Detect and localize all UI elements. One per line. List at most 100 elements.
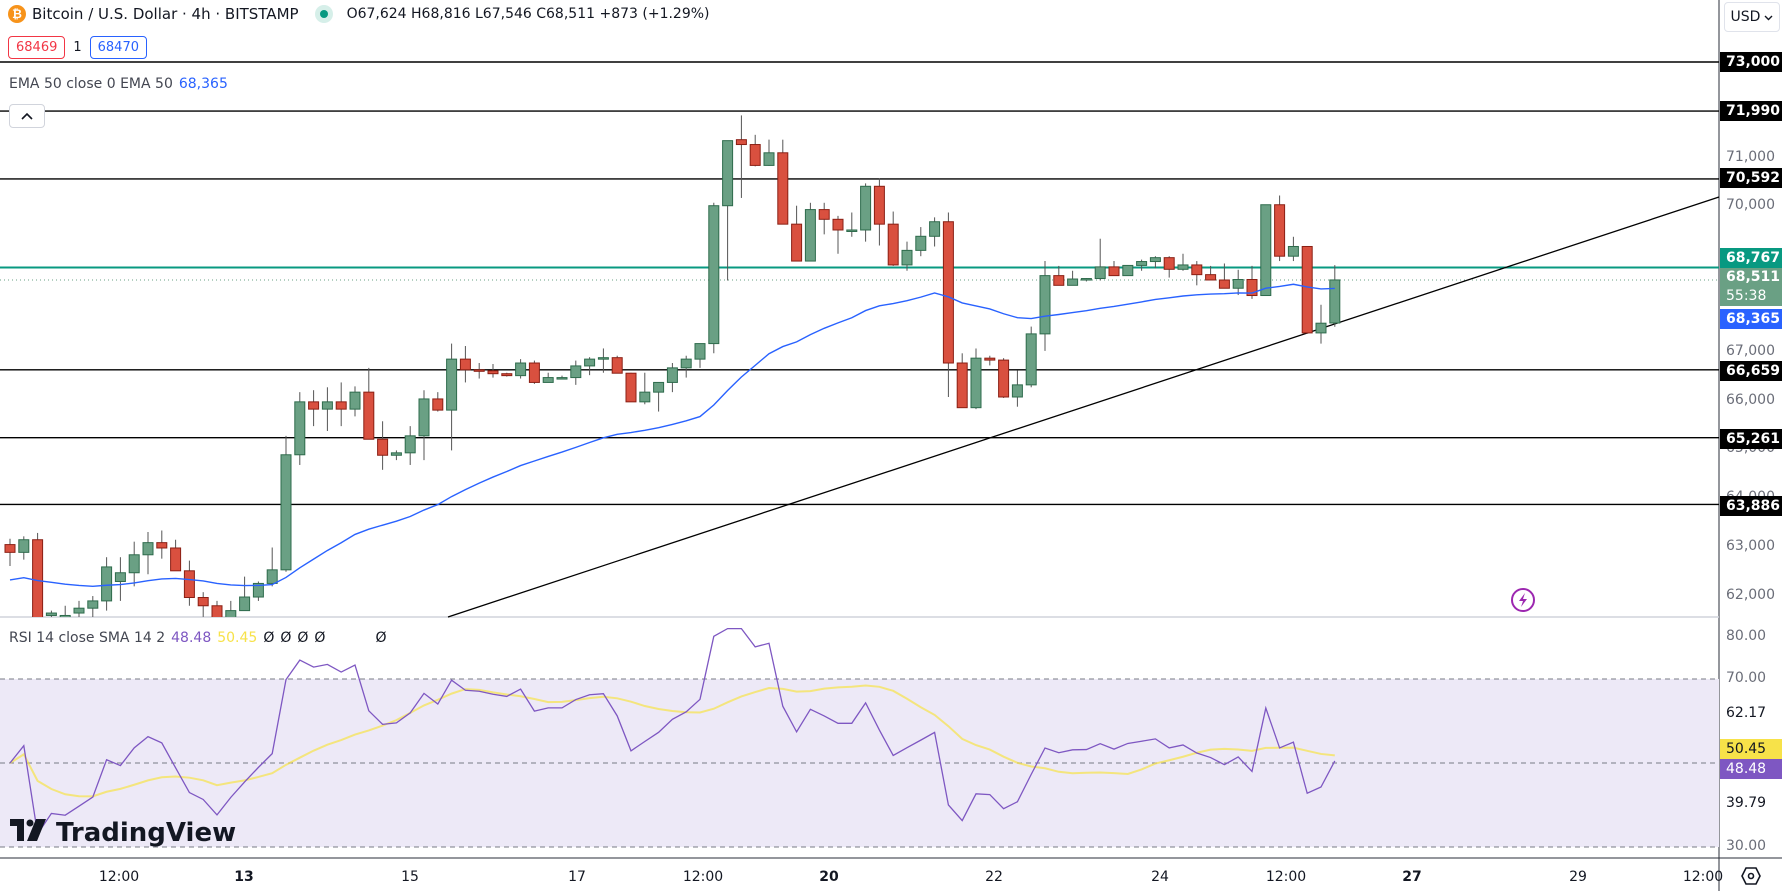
candle-body: [390, 452, 402, 456]
symbol-legend: ₿ Bitcoin / U.S. Dollar · 4h · BITSTAMP …: [8, 5, 710, 23]
candle-body: [777, 152, 789, 225]
rsi-sma-line: [9, 684, 1335, 798]
lightning-icon[interactable]: [1510, 587, 1536, 613]
candles-group: [4, 115, 1341, 617]
candle-body: [791, 223, 803, 262]
chevron-down-icon: [1764, 9, 1773, 25]
candle-body: [1246, 279, 1258, 297]
rsi-label: RSI 14 close SMA 14 2: [9, 630, 166, 646]
level-label[interactable]: 70,592: [1720, 168, 1782, 188]
candle-body: [377, 438, 389, 456]
candle-body: [183, 570, 195, 599]
candle-body: [266, 569, 278, 584]
candle-body: [873, 185, 885, 225]
currency-select[interactable]: USD: [1724, 2, 1780, 32]
candle-body: [294, 401, 306, 456]
close-value: C68,511: [536, 6, 596, 22]
candle-body: [1191, 264, 1203, 276]
candle-body: [170, 547, 182, 572]
symbol-title[interactable]: Bitcoin / U.S. Dollar · 4h · BITSTAMP: [32, 5, 299, 23]
time-tick: 12:00: [682, 869, 724, 885]
rsi-legend[interactable]: RSI 14 close SMA 14 2 48.48 50.45 Ø Ø Ø Ø Ø: [9, 630, 386, 646]
candle-body: [528, 362, 540, 383]
candle-body: [1232, 279, 1244, 289]
candle-body: [156, 542, 168, 549]
level-label[interactable]: 65,261: [1720, 429, 1782, 449]
candle-body: [473, 369, 485, 372]
currency-label: USD: [1730, 9, 1761, 25]
time-tick: 29: [1569, 869, 1587, 885]
candle-body: [1094, 266, 1106, 280]
candle-body: [239, 596, 251, 612]
buy-button[interactable]: 68470: [89, 36, 147, 59]
candle-body: [1287, 245, 1299, 257]
candle-body: [887, 223, 899, 266]
ema-legend[interactable]: EMA 50 close 0 EMA 50 68,365: [9, 76, 228, 92]
price-tick: 67,000: [1726, 343, 1775, 359]
candle-body: [252, 582, 264, 598]
collapse-legend-button[interactable]: [9, 104, 45, 128]
candle-body: [653, 381, 665, 393]
candle-body: [1260, 204, 1272, 297]
candle-body: [363, 391, 375, 440]
candle-body: [1315, 322, 1327, 334]
candle-body: [1329, 279, 1341, 324]
last-price-label: 68,511 55:38: [1720, 268, 1782, 306]
candle-body: [211, 605, 223, 617]
level-label[interactable]: 66,659: [1720, 361, 1782, 381]
level-label[interactable]: 63,886: [1720, 496, 1782, 516]
candle-body: [1274, 204, 1286, 257]
candle-body: [487, 370, 499, 375]
rsi-value: 48.48: [171, 630, 212, 646]
candle-body: [846, 229, 858, 232]
candle-body: [680, 358, 692, 369]
tradingview-logo[interactable]: TradingView: [10, 818, 236, 848]
ema-label: EMA 50 close 0 EMA 50: [9, 76, 173, 92]
candle-body: [956, 362, 968, 409]
rsi-sma-label: 50.45: [1720, 739, 1782, 759]
time-tick: 13: [234, 869, 254, 885]
candle-body: [501, 373, 513, 377]
level-label[interactable]: 71,990: [1720, 101, 1782, 121]
candle-body: [114, 572, 126, 582]
candle-body: [804, 209, 816, 262]
rsi-tick: 30.00: [1726, 838, 1767, 854]
candle-body: [1011, 384, 1023, 398]
candle-body: [542, 377, 554, 383]
candle-body: [101, 566, 113, 602]
candle-body: [1163, 257, 1175, 270]
price-tick: 62,000: [1726, 587, 1775, 603]
candle-body: [998, 359, 1010, 398]
chevron-up-icon: [21, 109, 33, 123]
settings-button[interactable]: [1738, 867, 1764, 888]
candle-body: [556, 377, 568, 380]
candle-body: [901, 249, 913, 266]
candle-body: [4, 544, 16, 553]
candle-body: [763, 152, 775, 166]
candle-body: [694, 343, 706, 360]
time-tick: 20: [819, 869, 839, 885]
bar-countdown: 55:38: [1726, 288, 1767, 304]
candle-body: [984, 357, 996, 361]
time-tick: 27: [1402, 869, 1422, 885]
time-tick: 12:00: [1682, 869, 1724, 885]
candle-body: [1149, 257, 1161, 263]
candle-body: [128, 554, 140, 574]
ohlc-values: O67,624 H68,816 L67,546 C68,511 +873 (+1…: [347, 6, 710, 22]
candle-body: [611, 357, 623, 374]
candle-body: [1067, 278, 1079, 286]
sell-button[interactable]: 68469: [8, 36, 66, 59]
level-label[interactable]: 73,000: [1720, 52, 1782, 72]
bitcoin-icon: ₿: [8, 5, 26, 23]
last-price-value: 68,511: [1726, 269, 1781, 285]
change-value: +873 (+1.29%): [599, 6, 710, 22]
candle-body: [432, 398, 444, 411]
candle-body: [197, 597, 209, 607]
candle-body: [625, 372, 637, 403]
candle-body: [1218, 279, 1230, 289]
candle-body: [915, 235, 927, 251]
candle-body: [32, 539, 44, 617]
candle-body: [225, 610, 237, 617]
low-value: L67,546: [475, 6, 532, 22]
